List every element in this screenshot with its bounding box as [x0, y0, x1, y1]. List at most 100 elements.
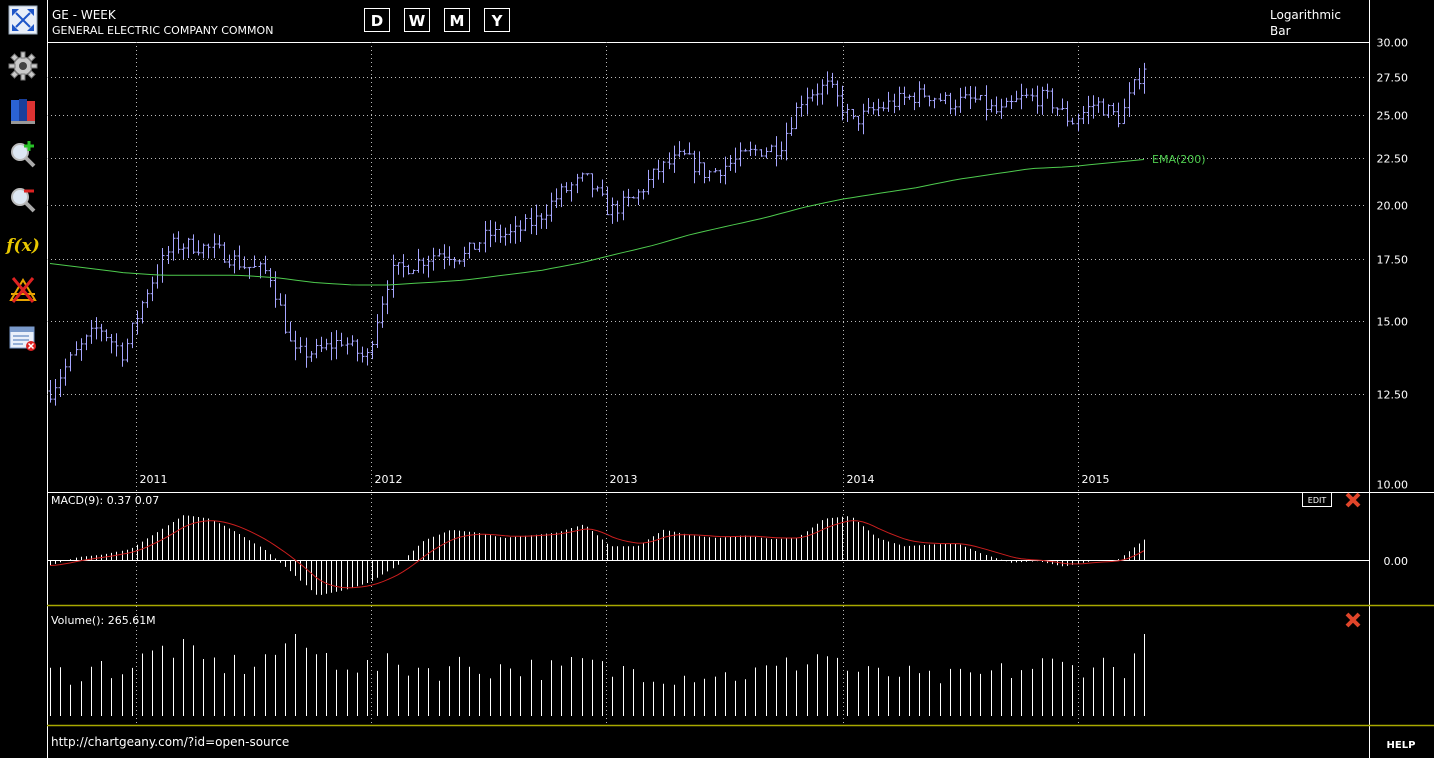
- price-bar: [866, 97, 871, 114]
- price-bar: [237, 245, 242, 270]
- remove-indicators-icon[interactable]: [5, 320, 41, 356]
- price-bar: [651, 168, 656, 188]
- scale-mode[interactable]: Logarithmic: [1270, 8, 1341, 22]
- price-bar: [529, 207, 534, 235]
- price-tick-label: 22.50: [1377, 153, 1409, 166]
- price-bar: [396, 262, 401, 275]
- price-bar: [544, 204, 549, 229]
- timeframe-week-button[interactable]: W: [404, 8, 430, 32]
- price-bar: [375, 314, 380, 349]
- price-bar: [242, 256, 247, 270]
- zoom-in-icon[interactable]: [5, 136, 41, 172]
- ema-200-line: [49, 159, 1145, 286]
- price-bar: [283, 294, 288, 334]
- timeframe-year-button[interactable]: Y: [484, 8, 510, 32]
- price-bar: [774, 136, 779, 167]
- price-bar: [314, 338, 319, 359]
- price-bar: [457, 259, 462, 265]
- price-bar: [580, 172, 585, 182]
- price-bar: [1127, 82, 1132, 118]
- function-fx-icon[interactable]: f(x): [5, 228, 41, 264]
- footer-url[interactable]: http://chartgeany.com/?id=open-source: [51, 735, 289, 749]
- price-bar: [68, 352, 73, 372]
- timeframe-month-button[interactable]: M: [444, 8, 470, 32]
- price-bar: [805, 87, 810, 115]
- year-label: 2013: [610, 473, 638, 486]
- price-bar: [723, 156, 728, 185]
- price-bar: [166, 245, 171, 264]
- price-bar: [667, 152, 672, 170]
- price-bar: [590, 173, 595, 198]
- price-bar: [554, 188, 559, 209]
- price-bar: [881, 101, 886, 112]
- price-bar: [488, 220, 493, 248]
- price-bar: [769, 144, 774, 153]
- price-tick-label: 20.00: [1377, 200, 1409, 213]
- price-bar: [324, 338, 329, 351]
- price-tick-label: 15.00: [1377, 316, 1409, 329]
- price-bar: [764, 147, 769, 159]
- price-bar: [212, 233, 217, 259]
- drawing-tools-icon[interactable]: [5, 272, 41, 308]
- zoom-out-icon[interactable]: [5, 181, 41, 217]
- price-bar: [718, 169, 723, 184]
- price-bar: [851, 108, 856, 120]
- price-bar: [897, 86, 902, 111]
- price-bar: [938, 93, 943, 102]
- price-bar: [206, 243, 211, 259]
- price-bar: [462, 246, 467, 267]
- price-bar: [176, 231, 181, 254]
- books-icon[interactable]: [5, 93, 41, 129]
- price-bar: [856, 115, 861, 131]
- price-bar: [600, 179, 605, 197]
- price-bar: [1030, 88, 1035, 102]
- price-bar: [304, 337, 309, 368]
- price-bar: [927, 95, 932, 107]
- price-bar: [626, 188, 631, 207]
- price-bar: [426, 255, 431, 278]
- price-bar: [1045, 83, 1050, 99]
- price-bar: [523, 214, 528, 232]
- price-bar: [319, 336, 324, 352]
- year-label: 2012: [375, 473, 403, 486]
- settings-gear-icon[interactable]: [5, 48, 41, 84]
- fullscreen-icon[interactable]: [5, 2, 41, 38]
- price-bar: [861, 103, 866, 135]
- price-bar: [1035, 85, 1040, 114]
- price-bar: [53, 379, 58, 406]
- price-bar: [222, 242, 227, 263]
- volume-close-icon[interactable]: [1345, 612, 1361, 628]
- price-bar: [713, 168, 718, 173]
- edit-label: EDIT: [1308, 496, 1327, 505]
- macd-label: MACD(9): 0.37 0.07: [51, 494, 159, 507]
- macd-edit-button[interactable]: EDIT: [1302, 492, 1332, 507]
- price-bar: [672, 145, 677, 173]
- timeframe-day-button[interactable]: D: [364, 8, 390, 32]
- price-bar: [1106, 104, 1111, 118]
- price-bar: [421, 257, 426, 274]
- symbol-title: GE - WEEK: [52, 8, 116, 22]
- price-bars: [48, 62, 1147, 406]
- price-bar: [84, 334, 89, 351]
- price-bar: [610, 197, 615, 224]
- price-bar: [263, 255, 268, 274]
- price-bar: [447, 246, 452, 266]
- macd-close-icon[interactable]: [1345, 492, 1361, 508]
- help-link[interactable]: HELP: [1387, 740, 1416, 751]
- price-bar: [339, 332, 344, 347]
- price-bar: [140, 300, 145, 324]
- price-bar: [247, 266, 252, 279]
- price-bar: [932, 97, 937, 109]
- chart-canvas[interactable]: 30.00 27.50 25.00 22.50 20.00 17.50 15.00 12.50…: [46, 0, 1434, 758]
- price-bar: [702, 162, 707, 184]
- price-bar: [641, 188, 646, 200]
- price-bar: [503, 227, 508, 246]
- price-bar: [677, 141, 682, 158]
- price-bar: [692, 150, 697, 184]
- chart-frame: 30.00 27.50 25.00 22.50 20.00 17.50 15.00 12.50…: [46, 0, 1434, 758]
- price-bar: [345, 337, 350, 355]
- chart-style[interactable]: Bar: [1270, 24, 1291, 38]
- price-bar: [155, 264, 160, 289]
- price-bar: [355, 339, 360, 362]
- price-bar: [1060, 98, 1065, 111]
